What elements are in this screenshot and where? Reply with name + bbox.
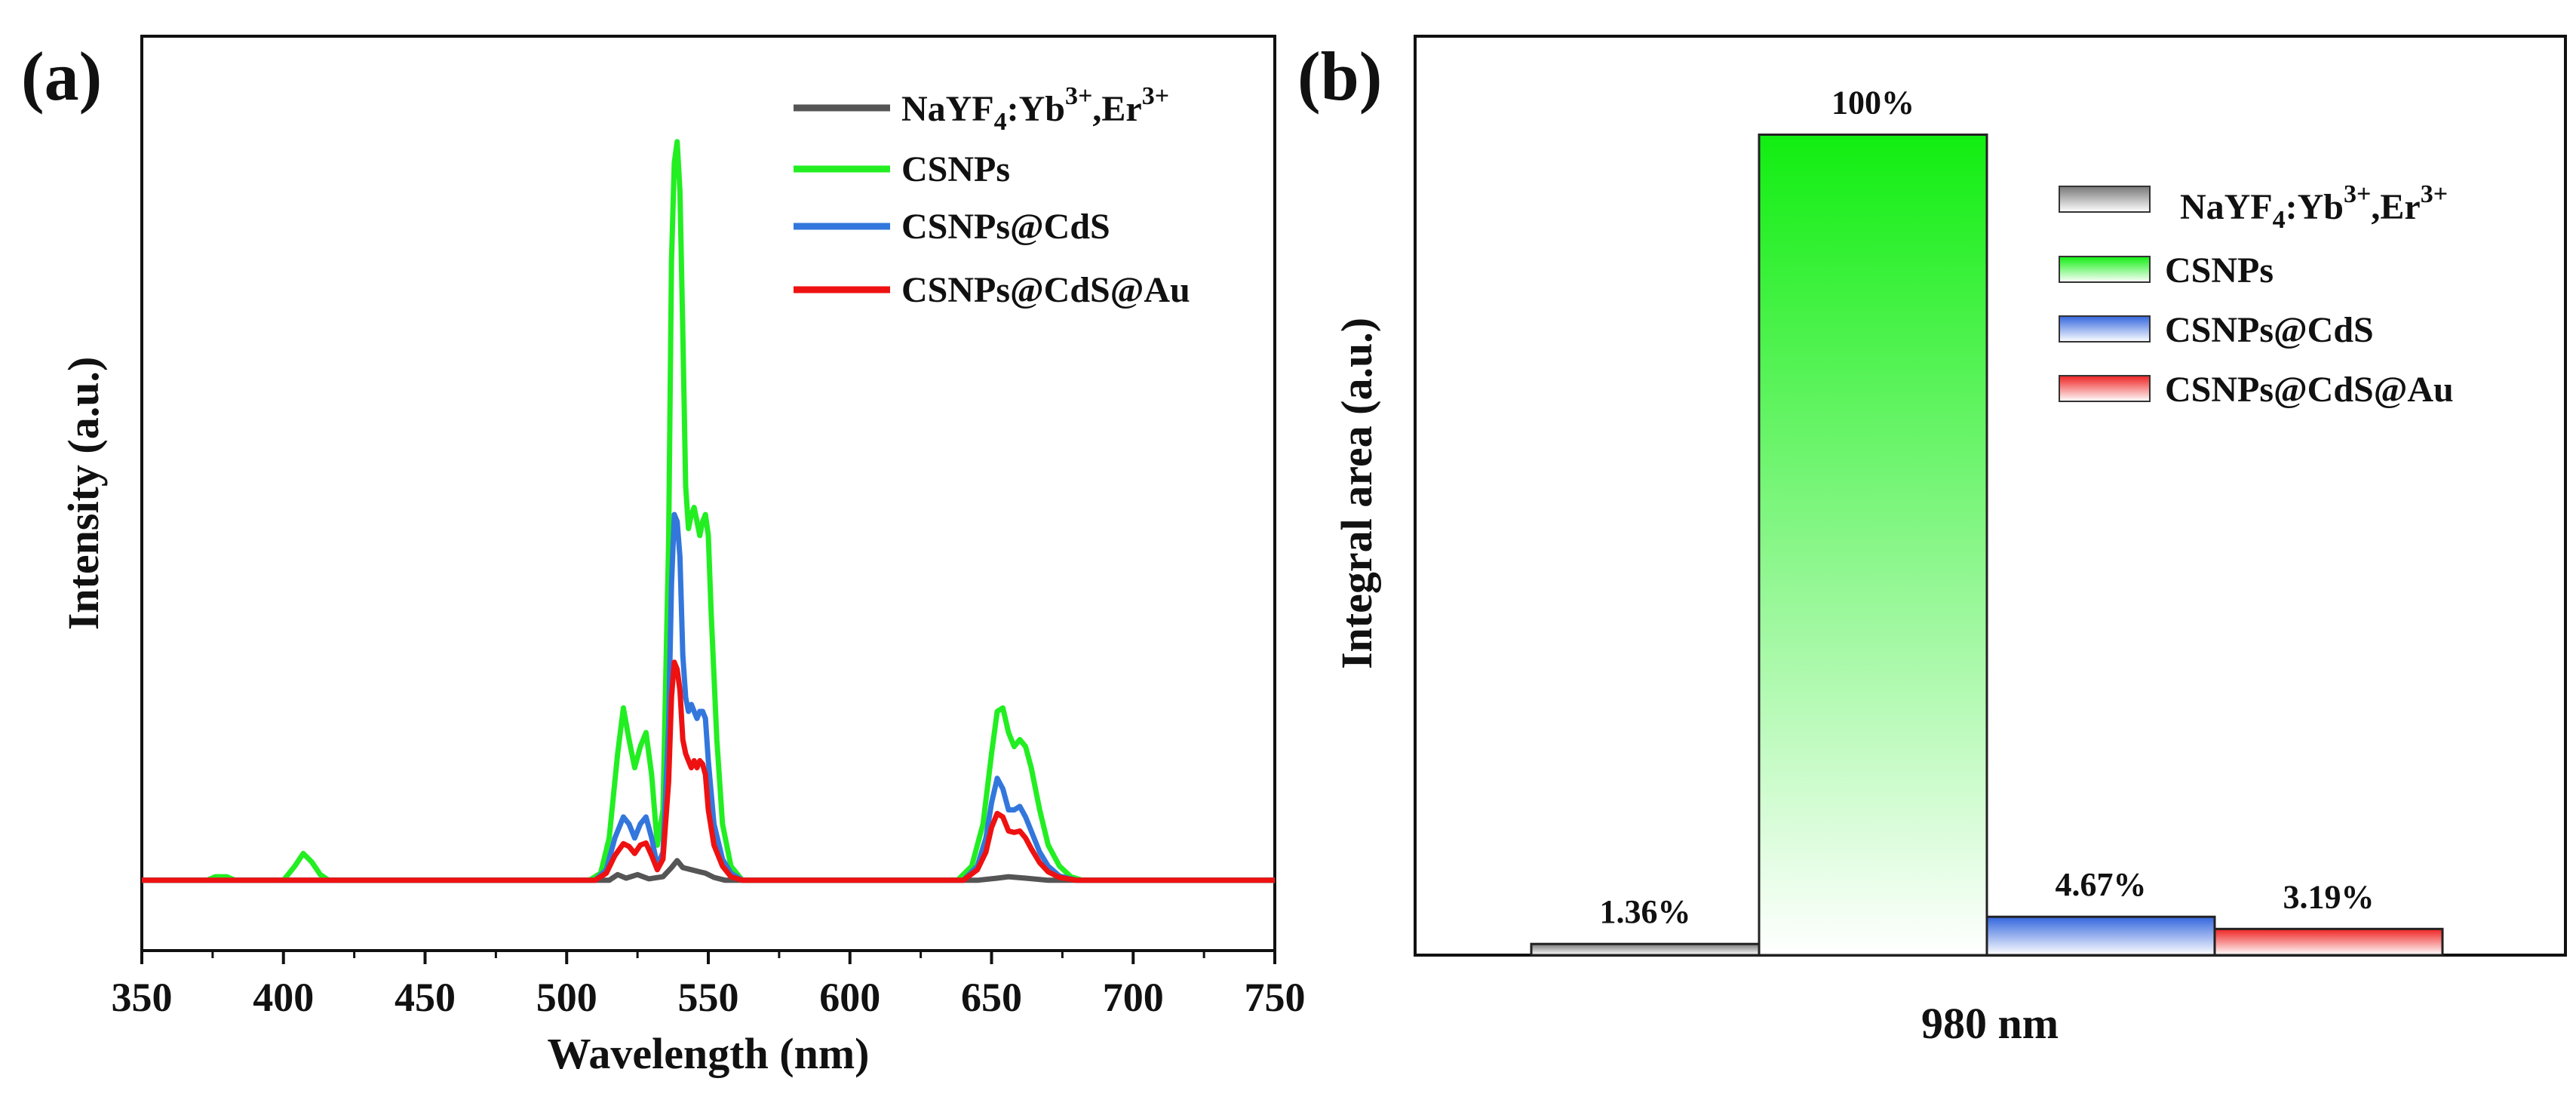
bar-value-label: 3.19% [2283,878,2375,915]
legend-b-label-csnps-cds: CSNPs@CdS [2165,310,2374,350]
bar-nayf4-yb3-er3 [1530,942,1761,957]
legend-b-entry-nayf4: NaYF4:Yb3+,Er3+ [2059,180,2448,234]
panel-a: (a) 350 400 450 500 550 600 650 700 750 Waveleng… [21,35,1306,1078]
x-tick-label: 350 [112,975,173,1020]
y-axis-title-b: Integral area (a.u.) [1332,318,1381,669]
bar-value-label: 100% [1831,84,1914,121]
legend-b-swatch-csnps-cds-au [2059,375,2151,402]
legend-label-nayf4: NaYF4:Yb3+,Er3+ [901,82,1169,136]
panel-a-label: (a) [21,38,102,115]
bar-csnps [1758,134,1988,957]
x-tick-label: 450 [395,975,456,1020]
legend-label-csnps: CSNPs [901,149,1010,189]
panel-b-label: (b) [1297,38,1382,115]
bar-csnps-cds-au [2213,927,2444,957]
legend-label-csnps-cds-au: CSNPs@CdS@Au [901,270,1190,310]
x-tick-label: 400 [253,975,314,1020]
legend-b-swatch-csnps-cds [2059,315,2151,343]
x-tick-label: 650 [961,975,1022,1020]
panel-b: (b) 1.36% 100% 4.67% 3.19% 980 nm Integral … [1297,35,2567,1048]
x-tick-label: 500 [536,975,597,1020]
legend-b-swatch-nayf4 [2059,186,2151,213]
x-tick-label: 700 [1103,975,1164,1020]
y-axis-title: Intensity (a.u.) [59,357,108,631]
plot-b-frame [1414,35,2567,957]
legend-b-entry-csnps: CSNPs [2059,250,2274,290]
legend-b-entry-csnps-cds-au: CSNPs@CdS@Au [2059,370,2454,410]
legend-b-label-csnps: CSNPs [2165,250,2274,290]
legend-b-label-csnps-cds-au: CSNPs@CdS@Au [2165,370,2454,410]
series-line-nayf4-yb3-er3 [142,858,1275,883]
bars [1530,134,2444,957]
x-tick-label: 600 [819,975,880,1020]
x-tick-label: 550 [678,975,739,1020]
bar-value-label: 4.67% [2056,866,2147,903]
legend-label-csnps-cds: CSNPs@CdS [901,207,1110,247]
bar-csnps-cds [1985,915,2216,957]
bar-value-labels: 1.36% 100% 4.67% 3.19% [1600,84,2375,931]
x-axis-tick-labels: 350 400 450 500 550 600 650 700 750 [112,975,1306,1020]
legend-b-entry-csnps-cds: CSNPs@CdS [2059,310,2374,350]
series-line-csnps-cds [142,512,1275,883]
spectra-lines [142,139,1275,883]
x-axis-title: Wavelength (nm) [548,1029,870,1078]
x-tick-label: 750 [1245,975,1306,1020]
legend-entry-csnps: CSNPs [794,149,1010,189]
legend-b: NaYF4:Yb3+,Er3+ CSNPs CSNPs@CdS CSNPs@Cd… [2059,180,2454,410]
legend: NaYF4:Yb3+,Er3+ CSNPs CSNPs@CdS CSNPs@Cd… [794,82,1190,310]
legend-entry-csnps-cds: CSNPs@CdS [794,207,1110,247]
legend-entry-nayf4: NaYF4:Yb3+,Er3+ [794,82,1169,136]
x-axis-ticks [140,951,1276,964]
legend-b-swatch-csnps [2059,256,2151,283]
legend-entry-csnps-cds-au: CSNPs@CdS@Au [794,270,1190,310]
x-axis-title-b: 980 nm [1921,999,2059,1048]
legend-b-label-nayf4: NaYF4:Yb3+,Er3+ [2180,180,2448,234]
bar-value-label: 1.36% [1600,893,1691,930]
series-line-csnps-cds-au [142,659,1275,883]
